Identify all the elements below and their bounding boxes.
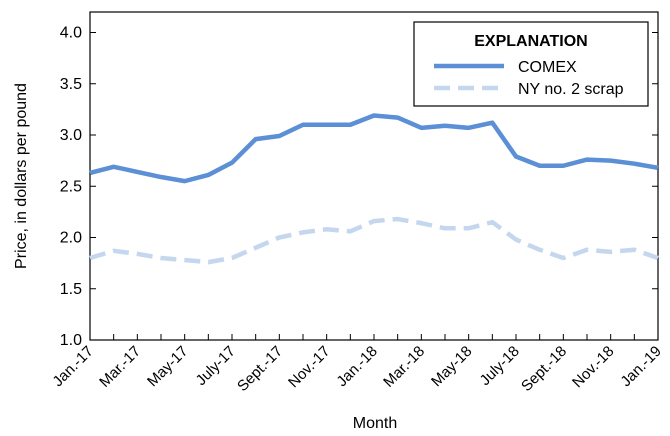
x-tick-label: Jan.-19 <box>617 343 664 390</box>
y-tick-label: 3.5 <box>60 76 82 93</box>
y-tick-label: 1.5 <box>60 281 82 298</box>
y-tick-label: 1.0 <box>60 332 82 349</box>
x-tick-label: May-17 <box>144 343 191 390</box>
series-line <box>89 113 659 184</box>
x-tick-label: Sept.-18 <box>518 343 570 395</box>
y-axis-title: Price, in dollars per pound <box>13 83 30 269</box>
y-tick-label: 2.0 <box>60 230 82 247</box>
y-tick-label: 2.5 <box>60 178 82 195</box>
x-tick-label: July-18 <box>477 343 523 389</box>
x-tick-label: Jan.-17 <box>49 343 96 390</box>
x-tick-label: July-17 <box>193 343 239 389</box>
x-tick-label: Jan.-18 <box>333 343 380 390</box>
series-line <box>89 216 659 265</box>
x-tick-label: Mar.-18 <box>380 343 428 391</box>
x-tick-label: Sept.-17 <box>234 343 286 395</box>
x-tick-label: Mar.-17 <box>96 343 144 391</box>
x-axis-title: Month <box>353 415 397 432</box>
x-tick-label: Nov.-18 <box>569 343 617 391</box>
legend-label: COMEX <box>518 59 577 76</box>
y-tick-label: 3.0 <box>60 127 82 144</box>
y-tick-label: 4.0 <box>60 25 82 42</box>
x-tick-label: May-18 <box>428 343 475 390</box>
x-tick-label: Nov.-17 <box>285 343 333 391</box>
legend-title: EXPLANATION <box>474 33 587 50</box>
legend-label: NY no. 2 scrap <box>518 81 624 98</box>
